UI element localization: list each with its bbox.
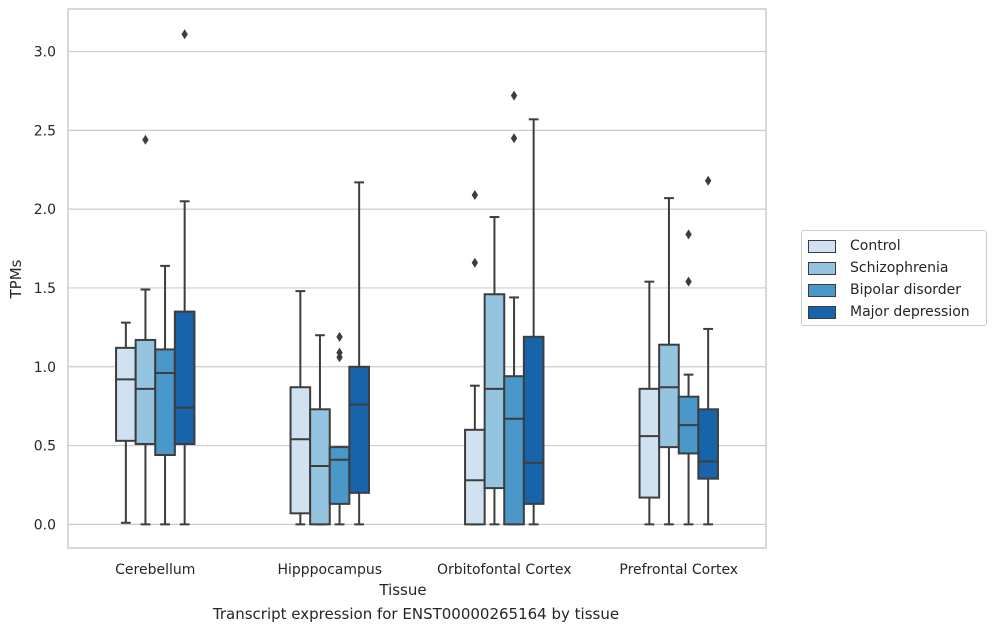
box-group	[348, 181, 370, 526]
box-iqr	[134, 338, 157, 445]
legend-label: Major depression	[850, 304, 970, 320]
outlier-point	[142, 134, 149, 145]
legend-label: Control	[850, 238, 901, 254]
x-tick-label: Orbitofontal Cortex	[437, 562, 572, 578]
legend-swatch	[808, 261, 836, 275]
box-iqr	[328, 446, 351, 505]
box-group	[154, 264, 176, 526]
boxes	[115, 29, 719, 526]
legend-item-schizophrenia: Schizophrenia	[808, 258, 948, 278]
x-tick-label: Hipppocampus	[277, 562, 382, 578]
y-tick-label: 2.5	[34, 123, 56, 139]
legend-label: Bipolar disorder	[850, 282, 962, 298]
outlier-point	[704, 175, 712, 186]
y-tick-label: 1.5	[34, 281, 56, 297]
legend: Control Schizophrenia Bipolar disorder M…	[801, 230, 987, 326]
y-tick-labels: 0.0 0.5 1.0 1.5 2.0 2.5 3.0	[34, 45, 56, 534]
box-group	[697, 175, 719, 526]
x-tick-label: Prefrontal Cortex	[619, 562, 738, 578]
outlier-point	[336, 347, 343, 358]
box-group	[173, 29, 196, 526]
outlier-point	[510, 133, 518, 144]
box-iqr	[115, 346, 137, 442]
box-iqr	[464, 428, 486, 526]
box-group	[522, 118, 545, 526]
y-tick-label: 3.0	[34, 45, 56, 61]
outlier-point	[336, 331, 343, 342]
legend-item-control: Control	[808, 236, 901, 256]
legend-swatch	[808, 283, 836, 297]
box-group	[503, 90, 525, 526]
outlier-point	[685, 229, 692, 240]
x-tick-labels: Cerebellum Hipppocampus Orbitofontal Corte…	[115, 562, 738, 578]
outlier-point	[181, 29, 188, 40]
box-group	[483, 216, 506, 526]
outlier-point	[471, 257, 479, 268]
legend-swatch	[808, 239, 836, 253]
box-group	[677, 229, 700, 526]
legend-swatch	[808, 305, 836, 319]
box-group	[309, 334, 331, 526]
box-group	[638, 280, 661, 526]
box-iqr	[289, 386, 312, 515]
box-iqr	[697, 408, 719, 480]
box-group	[328, 331, 351, 526]
figure-caption: Transcript expression for ENST0000026516…	[212, 605, 620, 623]
y-tick-label: 1.0	[34, 360, 56, 376]
box-iqr	[503, 375, 525, 526]
x-tick-label: Cerebellum	[115, 562, 195, 578]
box-iqr	[483, 293, 506, 490]
box-iqr	[658, 343, 680, 449]
box-iqr	[154, 348, 176, 457]
y-tick-label: 0.0	[34, 517, 56, 533]
box-group	[115, 321, 137, 524]
legend-label: Schizophrenia	[850, 260, 949, 276]
y-tick-label: 0.5	[34, 439, 56, 455]
outlier-point	[685, 276, 692, 287]
legend-item-major-depression: Major depression	[808, 302, 970, 322]
box-iqr	[348, 365, 370, 494]
legend-item-bipolar-disorder: Bipolar disorder	[808, 280, 961, 300]
outlier-point	[510, 90, 518, 101]
y-axis-label: TPMs	[7, 259, 25, 299]
box-iqr	[638, 387, 661, 499]
plot-frame	[67, 8, 767, 549]
box-group	[289, 290, 312, 526]
outlier-point	[471, 189, 479, 200]
box-group	[134, 134, 157, 526]
y-tick-label: 2.0	[34, 202, 56, 218]
x-axis-label: Tissue	[378, 581, 426, 599]
box-group	[658, 197, 680, 526]
box-iqr	[173, 310, 196, 445]
box-group	[464, 189, 486, 526]
box-iqr	[522, 335, 545, 505]
